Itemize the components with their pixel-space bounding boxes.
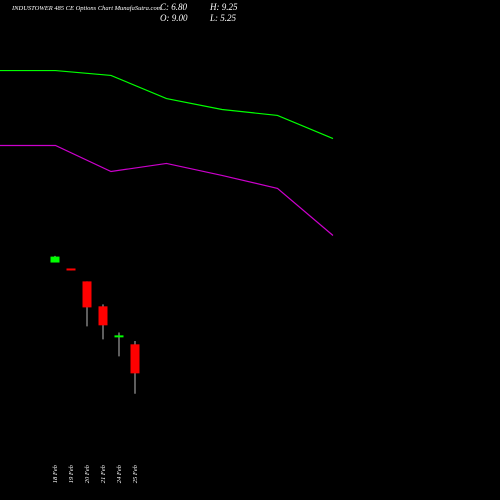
chart-title: INDUSTOWER 485 CE Options Chart MunafaSu… (11, 5, 162, 12)
x-tick-label: 24 Feb (116, 464, 123, 483)
candle-body (50, 256, 60, 263)
x-tick-label: 25 Feb (132, 464, 139, 483)
candle-body (130, 344, 140, 374)
x-tick-label: 21 Feb (100, 464, 107, 483)
high-label: H: 9.25 (209, 2, 238, 12)
x-tick-label: 18 Feb (52, 464, 59, 483)
indicator-line (0, 144, 334, 236)
candle-body (98, 306, 108, 326)
candle-body (82, 281, 92, 308)
candle-body (66, 268, 76, 271)
indicator-line (0, 69, 334, 140)
open-label: O: 9.00 (160, 13, 188, 23)
low-label: L: 5.25 (209, 13, 237, 23)
candle-body (114, 335, 124, 338)
x-tick-label: 20 Feb (84, 464, 91, 483)
close-label: C: 6.80 (160, 2, 188, 12)
x-tick-label: 19 Feb (68, 464, 75, 483)
